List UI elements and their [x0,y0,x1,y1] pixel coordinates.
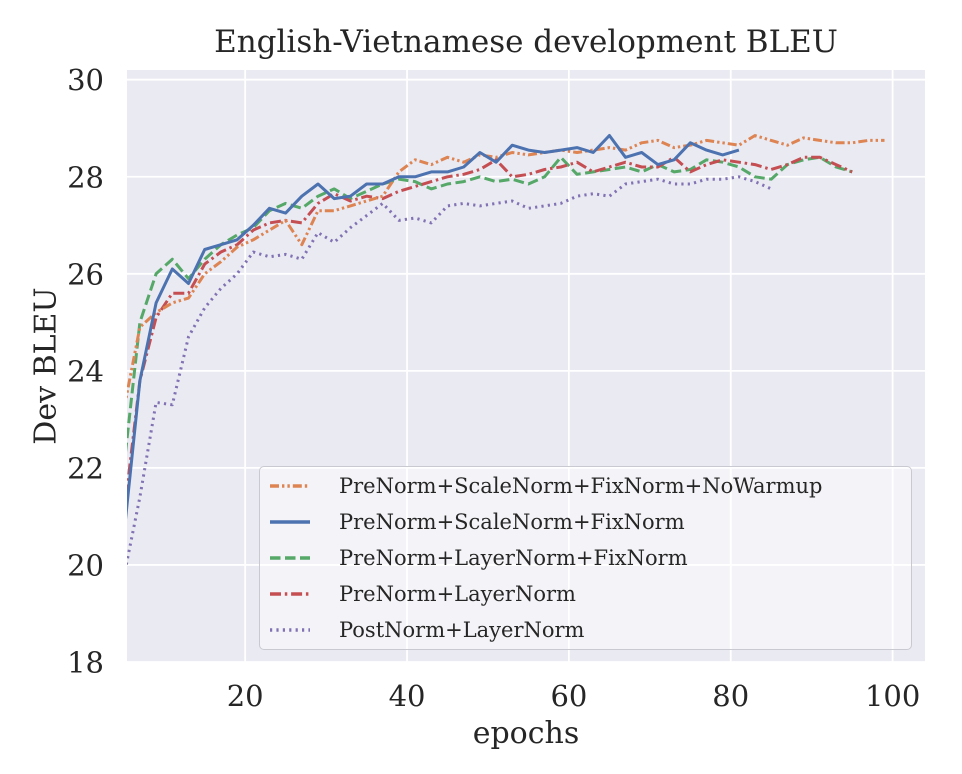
y-tick-label: 28 [67,160,104,194]
legend-item-prenorm-scalenorm-fixnorm: PreNorm+ScaleNorm+FixNorm [267,504,911,540]
series-line-1 [127,134,740,520]
legend-label: PreNorm+LayerNorm [339,581,576,606]
legend-label: PreNorm+ScaleNorm+FixNorm+NoWarmup [339,473,823,498]
legend-label: PreNorm+LayerNorm+FixNorm [339,545,688,570]
series-line-4 [127,175,772,569]
legend-line-sample [270,556,310,560]
x-tick-label: 40 [389,679,426,713]
legend-item-prenorm-layernorm: PreNorm+LayerNorm [267,576,911,612]
x-tick-label: 20 [227,679,264,713]
series-line-3 [127,155,853,503]
x-axis-label: epochs [472,716,580,751]
legend-item-prenorm-layernorm-fixnorm: PreNorm+LayerNorm+FixNorm [267,540,911,576]
y-tick-label: 18 [67,646,104,680]
legend-label: PreNorm+ScaleNorm+FixNorm [339,509,685,534]
y-axis-label: Dev BLEU [28,287,64,445]
y-tick-label: 26 [67,257,104,291]
legend-line-sample [270,520,310,524]
legend-line-sample [270,592,310,596]
x-tick-label: 80 [712,679,749,713]
y-tick-label: 22 [67,451,104,485]
legend-item-prenorm-scalenorm-fixnorm-nowarmup: PreNorm+ScaleNorm+FixNorm+NoWarmup [267,468,911,504]
legend: PreNorm+ScaleNorm+FixNorm+NoWarmup PreNo… [259,466,912,650]
x-tick-label: 60 [550,679,587,713]
chart-title: English-Vietnamese development BLEU [214,24,838,60]
legend-line-sample [270,484,310,488]
plot-area [127,70,925,662]
y-tick-label: 24 [67,354,104,388]
y-tick-label: 20 [67,548,104,582]
x-tick-label: 100 [865,679,920,713]
legend-line-sample [270,628,310,632]
y-tick-label: 30 [67,63,104,97]
legend-label: PostNorm+LayerNorm [339,617,585,642]
legend-item-postnorm-layernorm: PostNorm+LayerNorm [267,612,911,648]
